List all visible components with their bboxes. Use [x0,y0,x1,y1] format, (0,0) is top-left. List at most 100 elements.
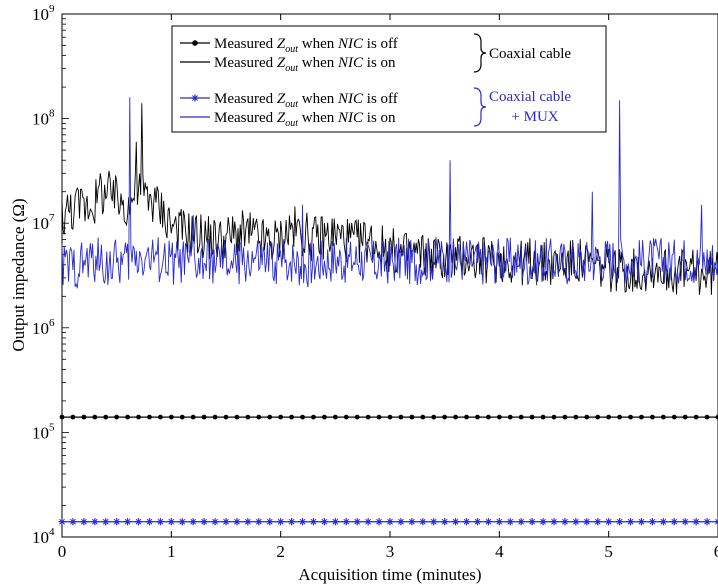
y-tick-label: 107 [32,212,55,233]
data-point [628,414,633,420]
data-point [453,414,458,420]
data-point [528,518,536,526]
data-point [156,518,164,526]
data-point [234,414,240,420]
data-point [168,414,174,420]
data-point [703,518,711,526]
data-point [300,414,305,420]
data-point [158,414,163,420]
legend-entry-coax-off: Measured Zout when NIC is off [180,36,398,55]
data-point [561,518,569,526]
legend: Measured Zout when NIC is off Measured Z… [171,25,607,133]
data-point [452,518,460,526]
data-point [550,518,558,526]
x-tick-label: 3 [386,542,395,561]
data-point [92,414,98,420]
legend-brace-icon [473,33,487,73]
data-point [495,518,503,526]
data-point [178,518,186,526]
data-point [692,518,700,526]
data-point [200,518,208,526]
data-point [222,518,230,526]
legend-group-label-coax: Coaxial cable [489,46,571,62]
svg-text:Measured Zout when NIC is on: Measured Zout when NIC is on [214,55,396,74]
data-point [298,518,307,526]
data-point [660,414,666,420]
data-point [365,414,371,420]
data-point [387,414,393,420]
data-point [419,518,427,526]
data-point [681,518,689,526]
data-point [80,518,88,526]
svg-text:Measured Zout when NIC is off: Measured Zout when NIC is off [214,91,398,110]
data-point [714,518,718,526]
data-point [331,518,339,526]
data-point [278,414,284,420]
x-axis-title: Acquisition time (minutes) [298,565,481,584]
star-marker-icon [191,94,199,102]
legend-brace-blue-icon [473,87,487,127]
data-point [59,414,65,420]
data-point [134,518,143,526]
data-point [584,414,590,420]
data-point [573,414,579,420]
series-mux_off [58,518,718,526]
legend-group-label-mux: + MUX [511,109,558,125]
data-point [475,414,480,420]
data-point [91,518,99,526]
data-point [332,414,338,420]
data-point [81,414,87,420]
data-point [244,518,252,526]
data-point [704,414,710,420]
data-point [507,414,513,420]
data-point [409,414,415,420]
y-tick-label: 108 [32,108,55,129]
data-point [70,414,76,420]
data-point [212,414,218,420]
series-coax_on [61,103,718,295]
series-mux_on [61,97,718,289]
data-point [223,414,229,420]
data-point [288,518,296,526]
data-point [124,518,132,526]
x-tick-label: 5 [604,542,613,561]
y-tick-labels: 104 105 106 107 108 109 [32,3,55,547]
data-point [506,518,514,526]
data-point [671,414,677,420]
data-point [69,518,77,526]
data-point [266,518,274,526]
legend-entry-mux-off: Measured Zout when NIC is off [180,91,398,110]
series-coax_off [59,414,718,420]
data-point [496,414,502,420]
x-tick-label: 2 [276,542,285,561]
data-point [103,414,109,420]
data-point [693,414,699,420]
data-point [562,414,568,420]
legend-entry-mux-on: Measured Zout when NIC is on [180,110,396,129]
data-point [256,414,262,420]
data-point [517,518,525,526]
x-tick-labels: 0 1 2 3 4 5 6 [58,542,718,561]
data-point [309,518,318,526]
data-point [364,518,372,526]
data-point [233,518,241,526]
data-point [189,518,197,526]
data-point [594,518,602,526]
data-point [572,518,580,526]
data-point [441,518,449,526]
data-point [147,414,152,420]
y-tick-label: 105 [32,421,55,442]
y-tick-label: 109 [32,3,55,24]
data-point [311,414,316,420]
data-point [606,414,612,420]
data-point [375,518,383,526]
data-point [408,518,416,526]
series-layer [58,97,718,526]
x-tick-label: 6 [714,542,718,561]
data-point [626,518,635,526]
data-point [484,518,492,526]
data-point [464,414,469,420]
svg-text:Measured Zout when NIC is off: Measured Zout when NIC is off [214,36,398,55]
data-point [114,414,120,420]
